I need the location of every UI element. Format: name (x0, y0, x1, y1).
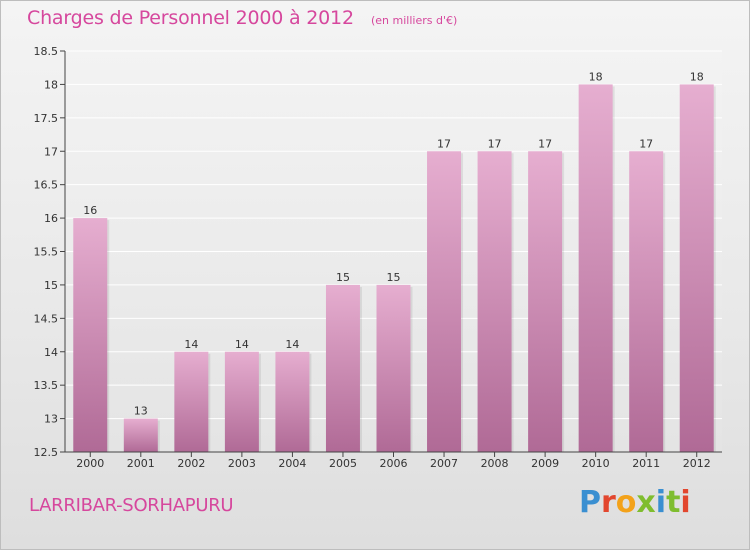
y-tick-label: 15.5 (34, 246, 59, 259)
bar (224, 351, 259, 452)
bar (376, 284, 411, 452)
bar (528, 151, 563, 452)
y-tick-label: 14 (44, 346, 58, 359)
x-tick-label: 2002 (177, 457, 205, 470)
bar (629, 151, 664, 452)
x-tick-label: 2004 (278, 457, 306, 470)
data-label: 17 (639, 137, 653, 150)
y-tick-label: 13.5 (34, 379, 59, 392)
bar (578, 84, 613, 453)
x-tick-label: 2012 (683, 457, 711, 470)
y-tick-label: 16.5 (34, 179, 59, 192)
data-label: 17 (538, 137, 552, 150)
y-tick-label: 18.5 (34, 45, 59, 58)
proxiti-logo: Proxiti (579, 485, 691, 520)
bar (477, 151, 512, 452)
logo-letter: P (579, 485, 601, 520)
y-tick-label: 15 (44, 279, 58, 292)
bar (275, 351, 310, 452)
bar (325, 284, 360, 452)
bar (174, 351, 209, 452)
data-label: 14 (184, 338, 198, 351)
x-tick-label: 2011 (632, 457, 660, 470)
x-tick-label: 2006 (380, 457, 408, 470)
logo-letter: i (655, 485, 667, 520)
data-label: 15 (387, 271, 401, 284)
bar (73, 218, 108, 452)
bar (679, 84, 714, 453)
x-tick-label: 2010 (582, 457, 610, 470)
y-tick-label: 12.5 (34, 446, 59, 459)
data-label: 16 (83, 204, 97, 217)
y-tick-label: 17 (44, 145, 58, 158)
logo-letter: r (601, 485, 616, 520)
logo-letter: t (666, 485, 681, 520)
x-tick-label: 2007 (430, 457, 458, 470)
data-label: 14 (235, 338, 249, 351)
y-tick-label: 17.5 (34, 112, 59, 125)
data-label: 14 (285, 338, 299, 351)
data-label: 18 (690, 70, 704, 83)
y-tick-label: 13 (44, 413, 58, 426)
place-name: LARRIBAR-SORHAPURU (29, 495, 234, 516)
logo-letter: x (636, 485, 656, 520)
data-label: 15 (336, 271, 350, 284)
logo-letter: i (680, 485, 691, 520)
data-label: 17 (437, 137, 451, 150)
x-tick-label: 2003 (228, 457, 256, 470)
bar (123, 418, 158, 452)
data-label: 17 (488, 137, 502, 150)
chart-subtitle: (en milliers d'€) (371, 14, 458, 27)
x-tick-label: 2000 (76, 457, 104, 470)
data-label: 18 (589, 70, 603, 83)
x-tick-label: 2001 (127, 457, 155, 470)
x-tick-label: 2008 (481, 457, 509, 470)
y-tick-label: 14.5 (34, 312, 59, 325)
data-label: 13 (134, 405, 148, 418)
chart-title: Charges de Personnel 2000 à 2012 (27, 7, 354, 29)
y-tick-label: 16 (44, 212, 58, 225)
x-tick-label: 2005 (329, 457, 357, 470)
logo-letter: o (615, 485, 637, 520)
x-tick-label: 2009 (531, 457, 559, 470)
y-tick-label: 18 (44, 78, 58, 91)
axis-layer: 12.5 13 13.5 14 14.5 15 15.5 16 16.5 17 17.5 18 18.5… (34, 45, 722, 470)
bar (427, 151, 462, 452)
bar-layer: 16 13 14 14 14 15 15 17 17 17 18 17 18 (73, 70, 716, 453)
